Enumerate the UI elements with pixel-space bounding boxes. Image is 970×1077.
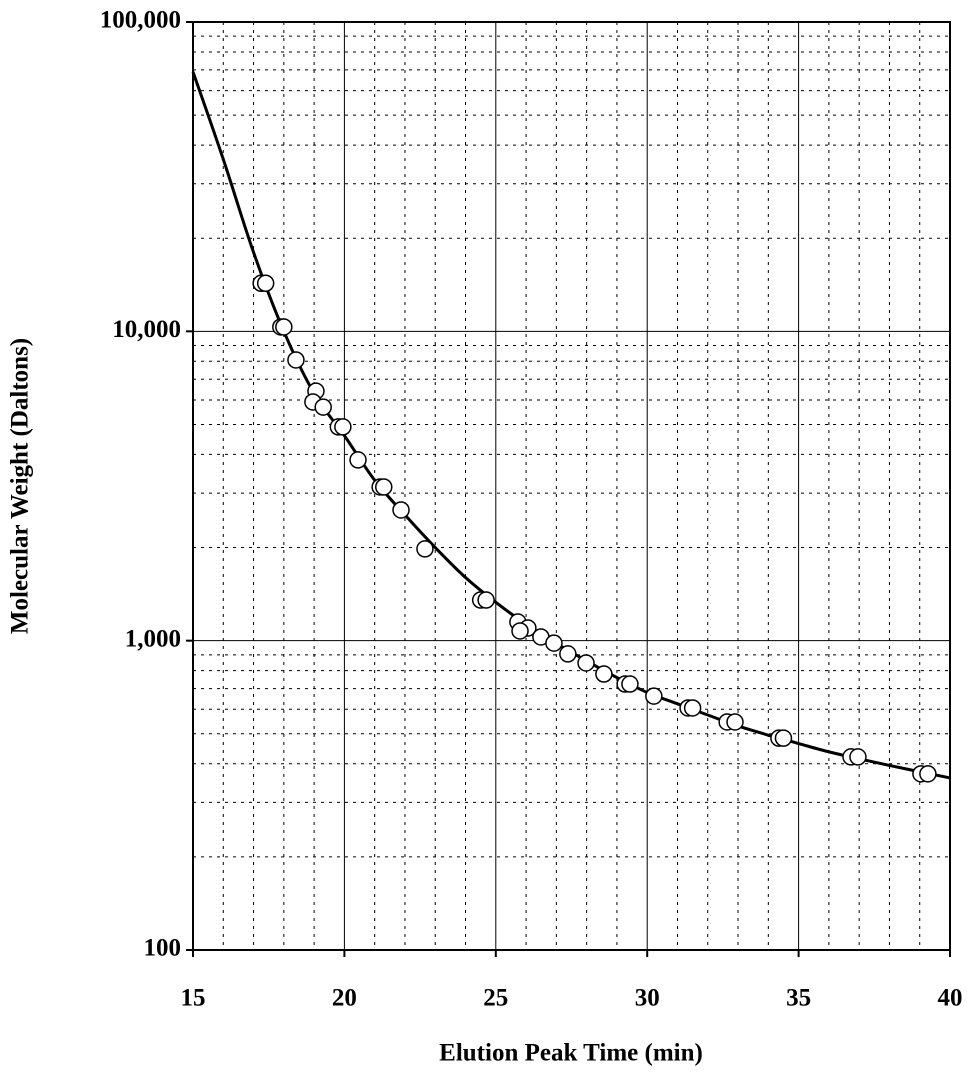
data-point bbox=[314, 398, 332, 416]
data-point bbox=[774, 729, 793, 747]
data-point bbox=[349, 451, 367, 469]
data-point bbox=[334, 418, 352, 436]
data-point bbox=[275, 318, 293, 336]
plot-frame bbox=[192, 21, 951, 951]
x-tick-label: 40 bbox=[938, 985, 963, 1012]
data-point bbox=[392, 501, 410, 519]
x-tick-label: 25 bbox=[483, 985, 508, 1012]
data-point bbox=[726, 713, 744, 731]
x-tick-label: 20 bbox=[332, 985, 357, 1012]
x-axis-label: Elution Peak Time (min) bbox=[439, 1040, 703, 1067]
data-point bbox=[256, 274, 275, 293]
data-point bbox=[621, 675, 639, 693]
data-point bbox=[375, 478, 393, 496]
data-point bbox=[287, 351, 305, 369]
data-point bbox=[577, 654, 595, 672]
data-point bbox=[416, 540, 434, 558]
data-point bbox=[645, 687, 663, 705]
y-axis-label: Molecular Weight (Daltons) bbox=[7, 338, 34, 634]
y-tick-label: 1,000 bbox=[125, 625, 181, 652]
data-point bbox=[511, 622, 529, 640]
data-point bbox=[559, 645, 577, 663]
x-tick-label: 35 bbox=[786, 985, 811, 1012]
data-point bbox=[849, 748, 867, 766]
data-point bbox=[477, 591, 495, 609]
data-point bbox=[683, 699, 702, 717]
data-point bbox=[919, 765, 937, 783]
y-tick-label: 100 bbox=[144, 935, 182, 962]
y-tick-label: 10,000 bbox=[112, 316, 181, 343]
data-point bbox=[545, 634, 563, 652]
x-tick-label: 15 bbox=[181, 985, 206, 1012]
y-tick-label: 100,000 bbox=[100, 7, 181, 34]
data-point bbox=[595, 665, 613, 683]
x-tick-label: 30 bbox=[635, 985, 660, 1012]
